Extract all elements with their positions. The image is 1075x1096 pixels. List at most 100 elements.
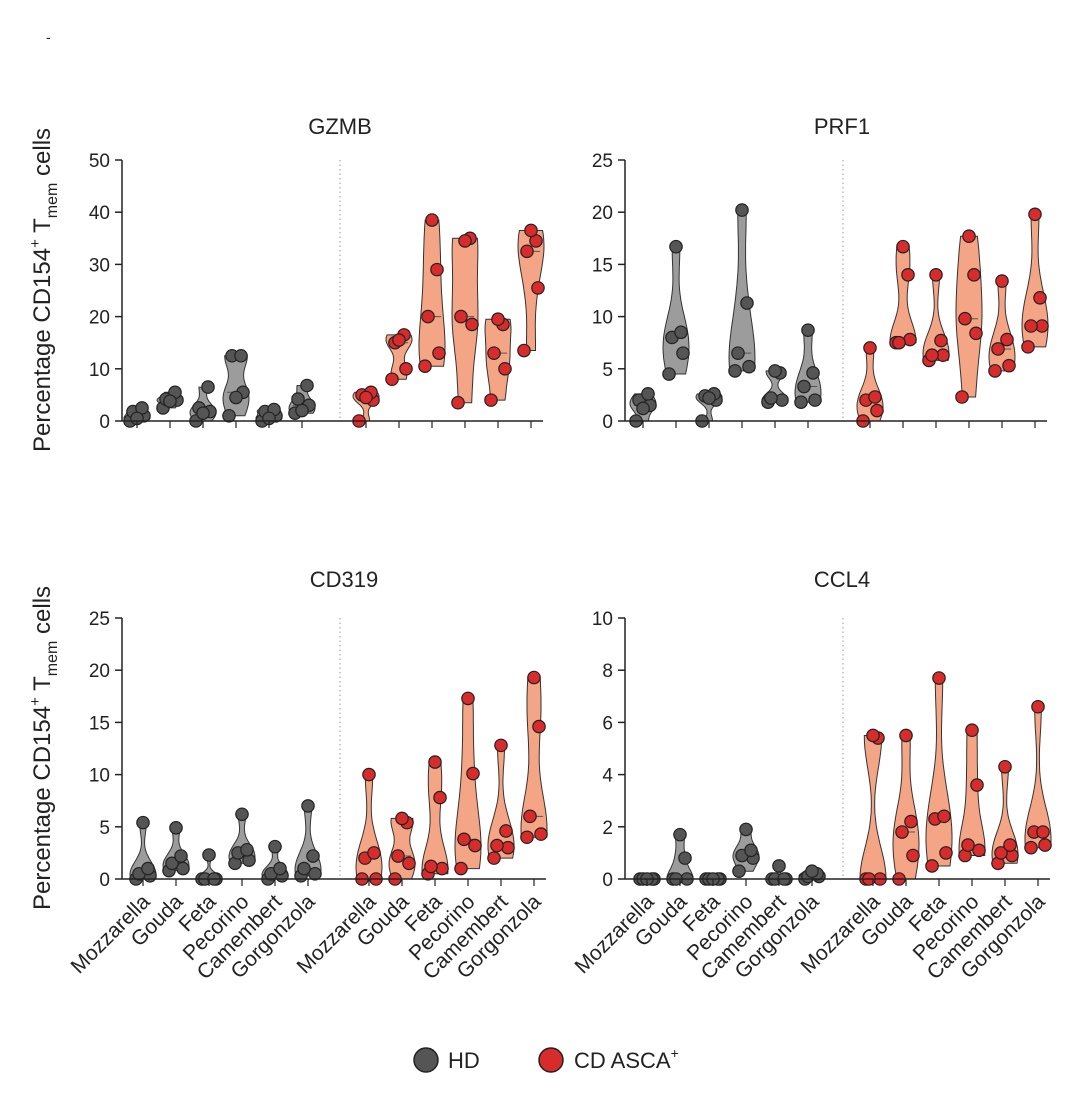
violin-shape [222,355,250,417]
data-point [494,738,508,753]
y-tick-label: 20 [592,203,613,224]
data-point [435,861,449,876]
legend: HD CD ASCA+ [413,1045,679,1073]
y-tick-label: 4 [602,766,613,787]
data-point [967,268,981,282]
y-tick-label: 30 [89,255,110,276]
data-point [432,346,446,360]
ylabel-t: T [29,676,56,697]
data-point [202,848,216,862]
data-point [868,390,882,404]
data-point [805,864,819,878]
ylabel-suffix: cells [29,586,56,641]
y-tick-label: 15 [89,713,110,734]
data-point [937,809,951,824]
data-point [739,822,753,837]
data-point [906,848,920,863]
data-point [732,864,746,878]
legend-hd-label: HD [448,1048,480,1073]
violin-shape [925,677,953,867]
data-point [731,346,745,360]
data-point [972,843,986,858]
legend-cd-sup: + [671,1045,679,1061]
chart-panels: GZMB01020304050PRF10510152025CD319051015… [66,114,1052,984]
data-point [904,814,918,829]
data-point [141,861,155,876]
panel-title: CCL4 [814,567,870,592]
data-point [174,849,188,863]
violin-shape [484,318,512,401]
data-point [458,234,472,248]
data-point [273,861,287,876]
data-point [523,809,537,824]
y-tick-label: 5 [602,360,613,381]
violin-shape [728,209,756,372]
y-tick-label: 2 [602,818,613,839]
data-point [970,778,984,792]
data-point [735,203,749,217]
ylabel-sub: mem [44,183,61,219]
data-point [466,766,480,781]
ylabel-suffix: cells [29,128,56,183]
ylabel-sup: + [27,239,44,248]
figure-mark: - [46,29,51,45]
y-tick-label: 10 [89,766,110,787]
ylabel-prefix: Percentage CD154 [29,706,56,910]
data-point [1000,332,1014,347]
data-point [196,406,210,420]
legend-hd-marker [413,1047,439,1073]
data-point [399,361,413,376]
data-point [925,859,939,873]
panel-cd319: CD3190510152025MozzarellaGoudaFetaPecori… [66,567,548,984]
data-point [901,268,915,282]
data-point [1038,838,1052,852]
data-point [418,359,432,373]
data-point [359,390,373,405]
data-point [163,394,177,408]
panel-title: CD319 [310,567,378,592]
legend-cd-marker [538,1047,564,1073]
data-point [532,719,546,734]
data-point [934,333,948,348]
legend-cd-text: CD ASCA [574,1048,671,1073]
data-point [994,846,1008,860]
data-point [925,348,939,363]
data-point [808,393,822,407]
data-point [451,395,465,410]
data-point [742,359,756,374]
data-point [801,323,815,337]
y-tick-label: 8 [602,661,613,682]
data-point [1024,319,1038,333]
y-tick-label: 20 [89,661,110,682]
data-point [229,390,243,405]
data-point [863,341,877,355]
y-tick-label: 10 [592,609,613,630]
data-point [1036,825,1050,839]
y-tick-label: 10 [592,308,613,329]
data-point [136,815,150,830]
data-point [428,755,442,769]
data-point [297,861,311,876]
data-point [678,851,692,865]
data-point [740,296,754,310]
data-point [961,838,975,852]
data-point [794,395,808,410]
data-point [461,691,475,706]
data-point [662,367,676,381]
y-tick-label: 50 [89,151,110,172]
data-point [998,759,1012,774]
data-point [300,378,314,393]
violin-shape [517,230,545,351]
data-point [235,807,249,822]
ylabel-t: T [29,218,56,239]
data-point [744,843,758,858]
data-point [421,309,435,324]
violin-shape [418,219,446,367]
data-point [892,335,906,350]
data-point [291,392,305,406]
panel-ccl4: CCL40246810MozzarellaGoudaFetaPecorinoCa… [570,567,1052,984]
violin-shape [922,274,950,361]
data-point [673,827,687,842]
y-tick-label: 15 [592,255,613,276]
